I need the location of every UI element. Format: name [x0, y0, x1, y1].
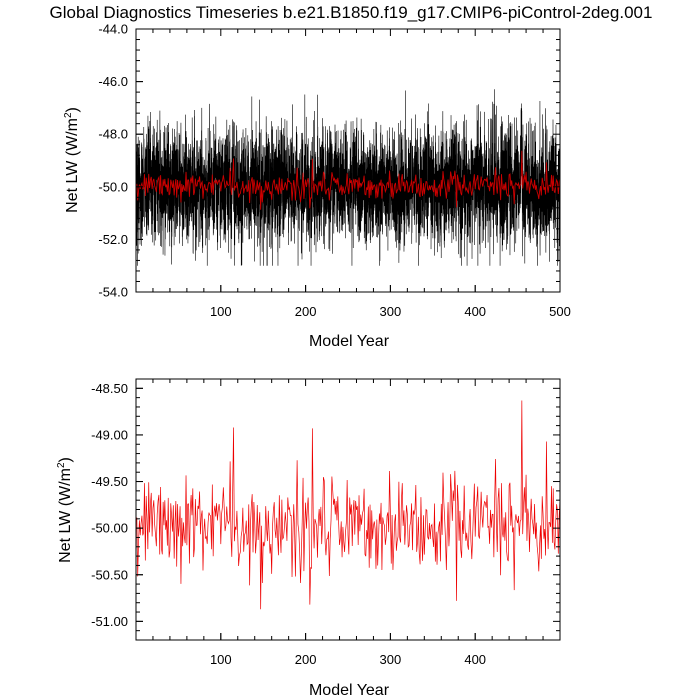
page-title: Global Diagnostics Timeseries b.e21.B185… [50, 3, 653, 22]
top-y-axis-title: Net LW (W/m2) [63, 107, 81, 213]
bottom-y-tick-label: -49.50 [91, 474, 128, 489]
top-y-axis-title-main: Net LW (W/m [64, 118, 81, 213]
bottom-y-tick-label: -49.00 [91, 427, 128, 442]
bottom-y-tick-label: -50.50 [91, 567, 128, 582]
top-y-tick-label: -46.0 [98, 74, 128, 89]
top-series-line-0 [136, 89, 560, 266]
top-y-tick-label: -54.0 [98, 285, 128, 300]
top-x-tick-label: 500 [549, 304, 571, 319]
bottom-x-tick-label: 300 [380, 652, 402, 667]
bottom-y-axis-title-tail: ) [57, 457, 74, 462]
bottom-y-axis-title-sup: 2 [56, 462, 67, 468]
bottom-x-tick-label: 400 [464, 652, 486, 667]
bottom-y-tick-label: -48.50 [91, 381, 128, 396]
bottom-x-tick-label: 200 [295, 652, 317, 667]
bottom-y-tick-label: -51.00 [91, 614, 128, 629]
bottom-y-axis-title: Net LW (W/m2) [56, 457, 74, 563]
top-x-tick-label: 200 [295, 304, 317, 319]
top-ticks-group: 100 200 300 400 500 -54.0 -52.0 -50.0 -48.0 -46.0… [98, 22, 570, 320]
top-y-tick-label: -48.0 [98, 127, 128, 142]
top-series-group [136, 89, 560, 266]
bottom-y-axis-title-main: Net LW (W/m [57, 468, 74, 563]
top-series-line-1 [136, 150, 560, 210]
top-y-tick-label: -52.0 [98, 232, 128, 247]
top-y-axis-title-tail: ) [64, 107, 81, 112]
chart-top: 100 200 300 400 500 -54.0 -52.0 -50.0 -48.0 -46.0… [63, 22, 571, 351]
top-y-tick-label: -44.0 [98, 22, 128, 37]
bottom-x-tick-label: 100 [210, 652, 232, 667]
top-x-tick-label: 400 [464, 304, 486, 319]
bottom-series-group [136, 400, 560, 610]
bottom-ticks-group: 100 200 300 400 -51.00 -50.50 -50.00 -49.50 -49.… [91, 379, 560, 667]
top-plot-frame [135, 28, 561, 293]
top-y-axis-title-sup: 2 [63, 112, 74, 118]
bottom-y-tick-label: -50.00 [91, 521, 128, 536]
top-x-tick-label: 300 [380, 304, 402, 319]
chart-bottom: 100 200 300 400 -51.00 -50.50 -50.00 -49.50 -49.… [56, 378, 561, 699]
bottom-series-line-0 [136, 400, 560, 610]
top-y-tick-label: -50.0 [98, 179, 128, 194]
bottom-x-axis-title: Model Year [309, 682, 390, 699]
top-x-tick-label: 100 [210, 304, 232, 319]
top-x-axis-title: Model Year [309, 333, 390, 350]
